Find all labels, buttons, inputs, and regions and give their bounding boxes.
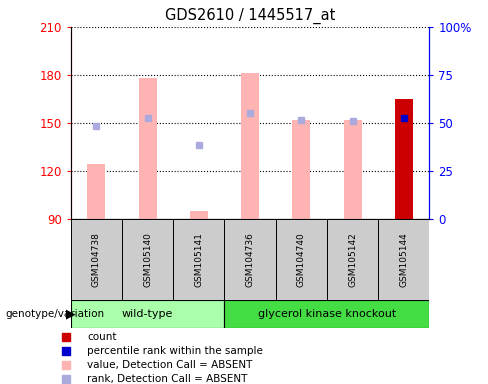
Text: wild-type: wild-type xyxy=(122,309,173,319)
Text: genotype/variation: genotype/variation xyxy=(5,309,104,319)
Text: GSM105141: GSM105141 xyxy=(194,232,203,286)
Text: GSM105140: GSM105140 xyxy=(143,232,152,286)
Text: GSM104738: GSM104738 xyxy=(92,232,101,286)
Bar xyxy=(190,211,208,219)
Bar xyxy=(87,164,105,219)
Bar xyxy=(71,219,122,300)
Text: percentile rank within the sample: percentile rank within the sample xyxy=(87,346,264,356)
Bar xyxy=(327,219,378,300)
Text: rank, Detection Call = ABSENT: rank, Detection Call = ABSENT xyxy=(87,374,248,384)
Bar xyxy=(122,219,173,300)
Text: GSM105142: GSM105142 xyxy=(348,232,357,286)
Bar xyxy=(241,73,259,219)
Bar xyxy=(276,219,327,300)
Text: count: count xyxy=(87,332,117,342)
Text: value, Detection Call = ABSENT: value, Detection Call = ABSENT xyxy=(87,360,253,370)
Text: glycerol kinase knockout: glycerol kinase knockout xyxy=(258,309,396,319)
Text: GSM105144: GSM105144 xyxy=(399,232,408,286)
Bar xyxy=(344,120,362,219)
Bar xyxy=(139,78,157,219)
Bar xyxy=(395,99,413,219)
Bar xyxy=(378,219,429,300)
Bar xyxy=(224,300,429,328)
Bar xyxy=(292,120,310,219)
Bar xyxy=(173,219,224,300)
Bar xyxy=(71,300,224,328)
Title: GDS2610 / 1445517_at: GDS2610 / 1445517_at xyxy=(165,8,335,24)
Text: GSM104736: GSM104736 xyxy=(245,232,255,286)
Bar xyxy=(224,219,276,300)
Text: ▶: ▶ xyxy=(66,308,76,320)
Text: GSM104740: GSM104740 xyxy=(297,232,306,286)
